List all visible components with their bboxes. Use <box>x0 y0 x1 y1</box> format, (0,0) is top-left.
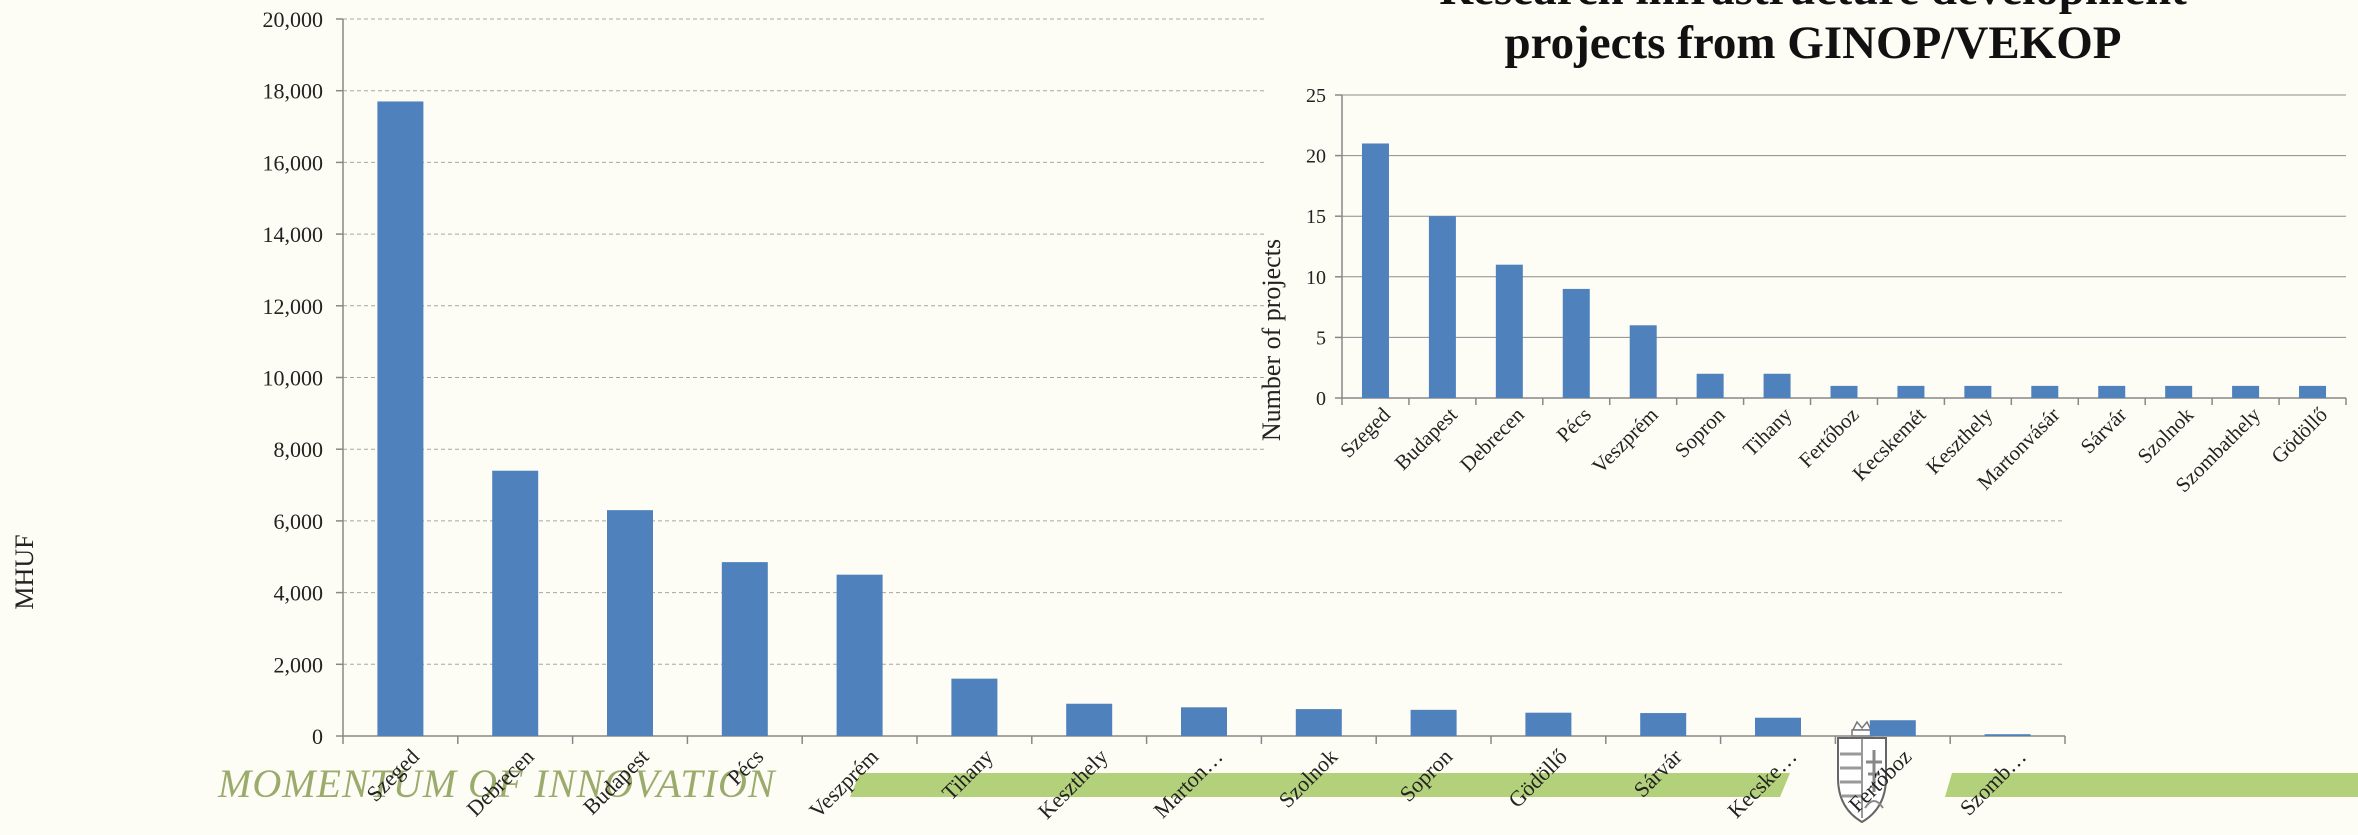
inset-bar <box>1361 143 1389 398</box>
y-axis-label: MHUF <box>10 534 39 609</box>
bar <box>1640 713 1687 736</box>
bar <box>951 678 998 736</box>
bar <box>607 510 653 736</box>
y-tick-label: 6,000 <box>274 509 324 534</box>
inset-y-tick-label: 20 <box>1306 146 1326 168</box>
inset-bar <box>2031 385 2059 398</box>
inset-bar <box>1964 385 1992 398</box>
inset-title-line-1: Research infrastructure development <box>1439 0 2187 15</box>
bar <box>1295 709 1342 736</box>
inset-bar <box>1562 288 1590 398</box>
y-tick-label: 8,000 <box>274 437 324 462</box>
y-tick-label: 2,000 <box>274 652 324 677</box>
inset-y-tick-label: 5 <box>1316 327 1326 349</box>
footer-band-left <box>850 773 1790 797</box>
inset-y-axis-label: Number of projects <box>1257 239 1286 441</box>
y-tick-label: 4,000 <box>274 581 324 606</box>
inset-bar <box>1830 385 1858 398</box>
footer-text: MOMENTUM OF INNOVATION <box>217 761 777 806</box>
bar <box>721 562 768 736</box>
inset-y-tick-label: 15 <box>1306 206 1326 228</box>
y-tick-label: 18,000 <box>263 79 324 104</box>
y-tick-label: 12,000 <box>263 294 324 319</box>
inset-y-tick-label: 25 <box>1306 85 1326 107</box>
y-tick-label: 14,000 <box>263 222 324 247</box>
inset-bar <box>1629 325 1657 398</box>
inset-bar <box>2098 385 2126 398</box>
y-tick-label: 10,000 <box>263 366 324 391</box>
bar <box>1066 703 1113 736</box>
bar <box>1984 734 2031 736</box>
bar <box>1869 720 1916 736</box>
bar <box>1525 712 1572 736</box>
bar <box>836 574 883 736</box>
inset-bar <box>1763 373 1791 398</box>
bar <box>377 101 424 736</box>
y-tick-label: 20,000 <box>263 7 324 32</box>
inset-bar <box>1495 264 1523 398</box>
inset-bar <box>1428 216 1456 398</box>
inset-title-line-2: projects from GINOP/VEKOP <box>1504 17 2121 69</box>
inset-bar <box>2165 385 2193 398</box>
bar <box>1755 717 1801 736</box>
footer-band: MOMENTUM OF INNOVATION <box>217 720 2358 824</box>
y-tick-label: 0 <box>312 724 323 749</box>
inset-bar <box>2299 385 2327 398</box>
inset-y-tick-label: 10 <box>1306 267 1326 289</box>
inset-bar <box>1696 373 1724 398</box>
y-tick-label: 16,000 <box>263 150 324 175</box>
bar <box>1181 707 1227 736</box>
inset-bar <box>2232 385 2260 398</box>
bar <box>492 470 539 736</box>
footer-band-right <box>1945 773 2358 797</box>
inset-y-tick-label: 0 <box>1316 388 1326 410</box>
hungarian-coat-of-arms-icon <box>1837 720 1887 824</box>
inset-bar <box>1897 385 1925 398</box>
inset-chart: Research infrastructure development proje… <box>1257 0 2358 497</box>
bar <box>1410 709 1457 736</box>
